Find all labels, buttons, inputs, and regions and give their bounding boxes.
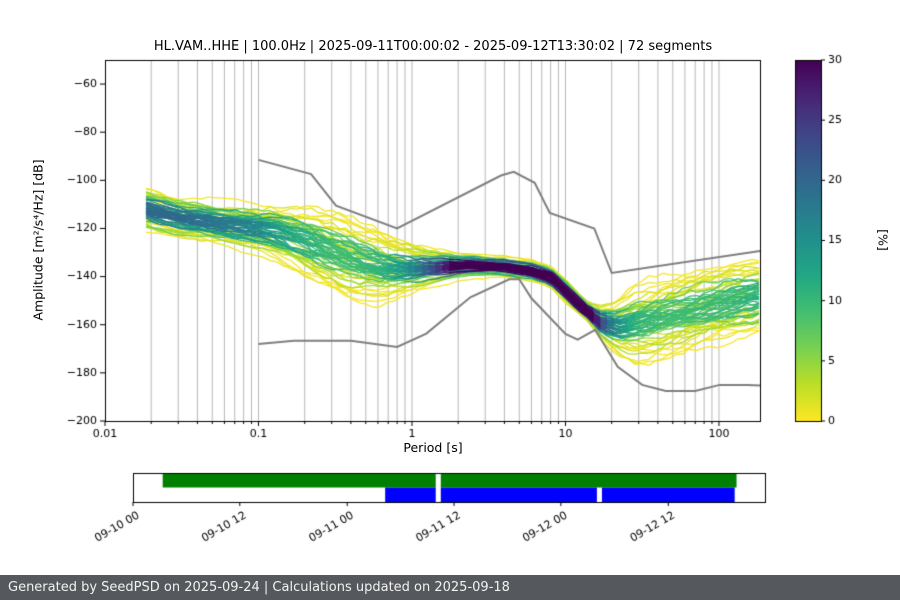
x-axis-label: Period [s] [403, 440, 463, 455]
y-axis-label: Amplitude [m²/s⁴/Hz] [dB] [30, 159, 46, 321]
footer-text: Generated by SeedPSD on 2025-09-24 | Cal… [8, 580, 510, 595]
colorbar-label: [%] [875, 229, 891, 251]
ppsd-plot-canvas [0, 0, 900, 575]
footer-bar: Generated by SeedPSD on 2025-09-24 | Cal… [0, 575, 900, 600]
chart-title: HL.VAM..HHE | 100.0Hz | 2025-09-11T00:00… [153, 39, 713, 54]
